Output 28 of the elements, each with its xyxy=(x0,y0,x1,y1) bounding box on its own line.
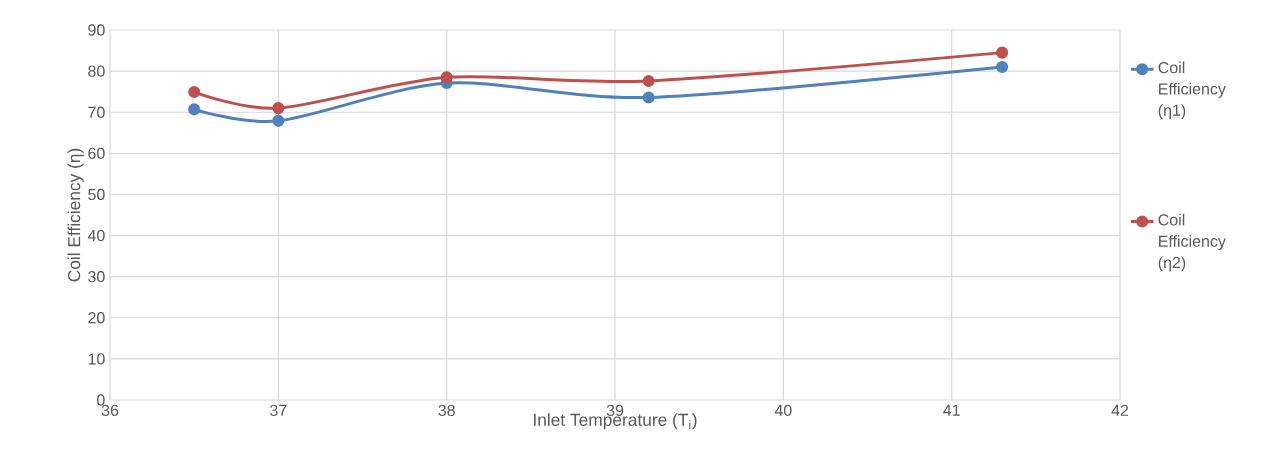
y-axis-title: Coil Efficiency (η) xyxy=(67,148,84,282)
y-tick-label: 60 xyxy=(88,147,105,159)
y-tick-label: 80 xyxy=(88,65,105,77)
y-tick-label: 20 xyxy=(88,312,105,324)
point xyxy=(272,102,285,115)
y-tick-label: 70 xyxy=(88,106,105,118)
x-tick-label: 41 xyxy=(943,404,960,416)
y-tick-label: 0 xyxy=(97,394,105,406)
y-tick-label: 90 xyxy=(88,24,105,36)
point xyxy=(440,71,453,84)
legend-label: Coil Efficiency (η2) xyxy=(1158,213,1226,272)
point xyxy=(188,103,201,116)
y-tick-label: 30 xyxy=(88,271,105,283)
point xyxy=(642,74,655,88)
x-tick-label: 38 xyxy=(438,404,455,417)
point xyxy=(996,46,1009,59)
x-tick-label: 42 xyxy=(1111,404,1129,416)
point xyxy=(188,86,201,99)
x-tick-label: 37 xyxy=(270,404,287,417)
point xyxy=(996,60,1009,74)
y-tick-label: 10 xyxy=(88,353,105,365)
legend-label: Coil Efficiency (η1) xyxy=(1158,61,1226,120)
y-tick-label: 50 xyxy=(88,188,105,201)
y-tick-label: 40 xyxy=(87,229,105,242)
x-tick-label: 40 xyxy=(774,404,792,417)
point xyxy=(642,91,655,104)
point xyxy=(272,114,285,127)
x-tick-label: 36 xyxy=(101,404,119,417)
